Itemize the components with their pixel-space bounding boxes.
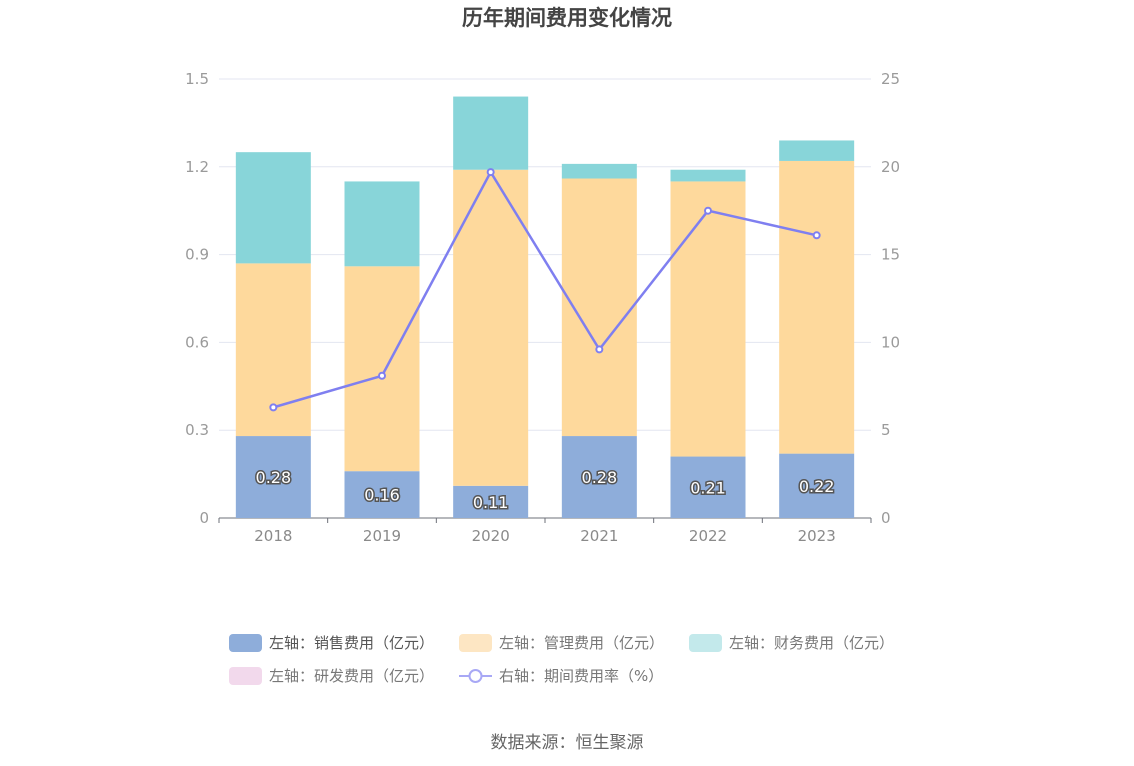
y-left-tick-label: 0.3 (185, 421, 209, 439)
bar-labels: 0.28 0.16 0.11 0.28 0.21 0.22 (254, 467, 836, 514)
y-right-tick-label: 20 (881, 158, 900, 176)
bar-value-label: 0.28 (256, 468, 292, 487)
legend-item[interactable]: 左轴：研发费用（亿元） (229, 667, 434, 685)
y-right-tick-label: 15 (881, 246, 900, 264)
legend-item[interactable]: 左轴：管理费用（亿元） (459, 634, 664, 652)
y-left-tick-label: 0.6 (185, 333, 209, 351)
bar-segment (453, 169, 529, 486)
axes: 0 0 0.3 5 0.6 10 0.9 15 1.2 20 1.5 25 2018 2019 2020 20… (185, 70, 900, 545)
bar-segment (453, 485, 529, 518)
bar-value-label: 0.22 (799, 477, 835, 496)
legend-label: 左轴：销售费用（亿元） (269, 634, 434, 652)
bar-segment (235, 152, 311, 264)
y-left-tick-label: 1.2 (185, 158, 209, 176)
bar-value-label: 0.11 (473, 493, 509, 512)
y-right-tick-label: 10 (881, 333, 900, 351)
x-tick-label: 2021 (580, 527, 618, 545)
rate-point (486, 168, 495, 177)
bar-segment (670, 181, 746, 457)
bars (235, 96, 855, 518)
bar-segment (344, 471, 420, 518)
rate-point (378, 371, 386, 380)
legend-label: 右轴：期间费用率（%） (499, 667, 663, 685)
y-left-tick-label: 1.5 (185, 70, 209, 88)
rate-point (595, 345, 604, 354)
bar-value-label: 0.28 (582, 468, 618, 487)
legend-item[interactable]: 左轴：销售费用（亿元） (229, 634, 434, 652)
bar-segment (779, 140, 855, 161)
bar-value-label: 0.16 (364, 486, 400, 505)
x-tick-label: 2019 (363, 527, 401, 545)
y-right-tick-label: 0 (881, 509, 891, 527)
legend-swatch (229, 634, 262, 652)
y-right-tick-label: 25 (881, 70, 900, 88)
data-source: 数据来源：恒生聚源 (491, 733, 644, 753)
legend-swatch (689, 634, 722, 652)
bar-segment (344, 266, 420, 472)
legend-swatch (229, 667, 262, 685)
rate-point (704, 206, 712, 215)
legend-marker (468, 669, 483, 683)
y-left-tick-label: 0.9 (185, 246, 209, 264)
y-left-tick-label: 0 (199, 509, 209, 527)
x-tick-label: 2022 (689, 527, 727, 545)
legend-item[interactable]: 右轴：期间费用率（%） (459, 667, 663, 685)
bar-value-label: 0.21 (690, 478, 726, 497)
legend-item[interactable]: 左轴：财务费用（亿元） (689, 634, 894, 652)
bar-segment (235, 436, 311, 518)
bar-segment (779, 160, 855, 454)
y-right-tick-label: 5 (881, 421, 891, 439)
x-tick-label: 2020 (472, 527, 510, 545)
rate-line-path (272, 169, 817, 409)
x-tick-label: 2023 (798, 527, 836, 545)
legend: 左轴：销售费用（亿元） 左轴：管理费用（亿元） 左轴：财务费用（亿元） 左轴：研发费用… (229, 634, 894, 685)
bar-segment (670, 169, 746, 182)
bar-segment (453, 96, 529, 170)
legend-label: 左轴：管理费用（亿元） (499, 634, 664, 652)
rate-line (269, 168, 821, 412)
bar-segment (561, 436, 637, 518)
grid-lines (219, 78, 871, 431)
x-tick-label: 2018 (254, 527, 292, 545)
chart-title: 历年期间费用变化情况 (462, 6, 672, 30)
legend-swatch (459, 634, 492, 652)
rate-point (812, 231, 821, 240)
legend-label: 左轴：研发费用（亿元） (269, 667, 434, 685)
bar-segment (670, 456, 746, 518)
rate-point (269, 403, 278, 412)
bar-segment (779, 453, 855, 518)
bar-segment (344, 181, 420, 267)
legend-label: 左轴：财务费用（亿元） (729, 634, 894, 652)
bar-segment (561, 163, 637, 179)
